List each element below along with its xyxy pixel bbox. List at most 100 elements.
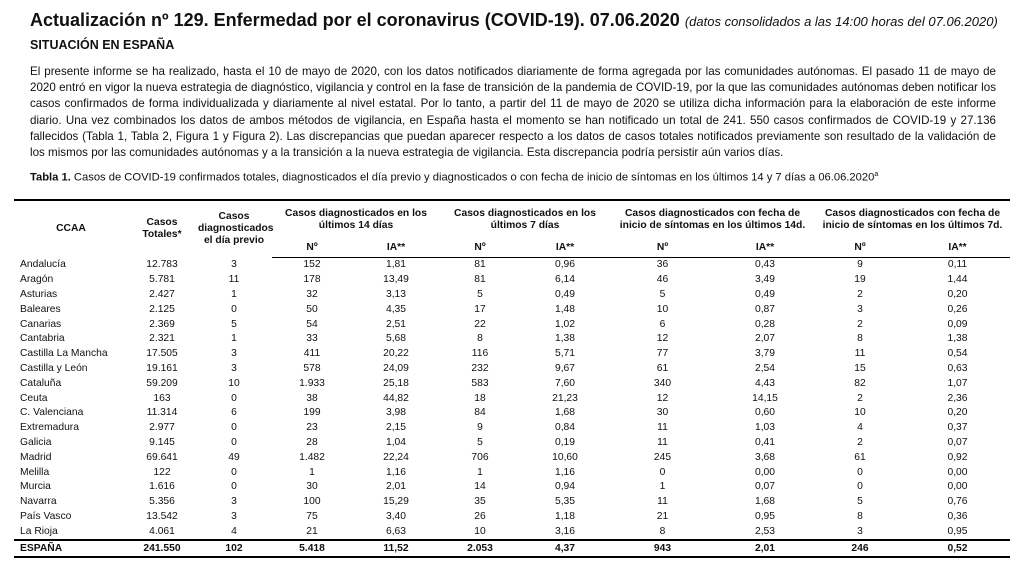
cell: 5 (477, 288, 483, 300)
subheader: Nº (610, 239, 715, 258)
cell: 0,07 (947, 436, 968, 448)
table-row: Melilla 122 0 1 1,16 1 1,16 0 0,00 0 0,00 (14, 465, 1010, 480)
cell: 11 (657, 422, 668, 434)
cell: 0 (231, 436, 237, 448)
region-name: País Vasco (20, 510, 72, 522)
cell: 2,01 (385, 481, 407, 493)
cell: 50 (306, 303, 318, 315)
table-row: Madrid 69.641 49 1.482 22,24 706 10,60 245 3,68 6… (14, 450, 1010, 465)
column-header: Casos diagnosticados el día previo (196, 199, 274, 258)
cell: 6,63 (385, 525, 407, 537)
cell: 12 (656, 333, 669, 345)
cell: 0,84 (554, 422, 576, 434)
cell: 3 (231, 510, 237, 522)
region-name: Murcia (20, 481, 51, 493)
cell: 1,02 (554, 318, 576, 330)
cell: 13.542 (146, 510, 178, 522)
cell: 2.977 (149, 422, 175, 434)
region-name: Extremadura (20, 422, 79, 434)
region-name: Ceuta (20, 392, 48, 404)
cell: 5,71 (554, 348, 576, 360)
table-row: Navarra 5.356 3 100 15,29 35 5,35 11 1,68 5 0,76 (14, 495, 1010, 510)
cell: 0,09 (947, 318, 968, 330)
cell: 6 (659, 318, 666, 330)
cell: 30 (306, 481, 318, 493)
subheader: IA** (520, 239, 610, 258)
cell: 21 (656, 510, 669, 522)
cell: 14 (474, 481, 486, 493)
cell: 10 (474, 525, 486, 537)
table-row: Galicia 9.145 0 28 1,04 5 0,19 11 0,41 2 0,07 (14, 436, 1010, 451)
cell: 2,15 (385, 422, 407, 434)
column-header: CCAA (14, 199, 128, 258)
cell: 1,07 (947, 377, 968, 389)
table-row: Ceuta 163 0 38 44,82 18 21,23 12 14,15 2 2,36 (14, 391, 1010, 406)
cell: 3,98 (385, 407, 407, 419)
subheader: IA** (715, 239, 815, 258)
cell: 1 (309, 466, 315, 478)
cell: 0,49 (554, 288, 576, 300)
caption-sup: a (874, 171, 879, 178)
cell: 10 (854, 407, 866, 419)
cell: 1,68 (554, 407, 576, 419)
cell: 0,96 (554, 259, 576, 271)
cell: 28 (306, 436, 318, 448)
cell: 0 (659, 466, 666, 478)
cell: 10,60 (552, 451, 578, 463)
cell: 5.781 (149, 274, 175, 286)
cell: 4 (857, 422, 863, 434)
table-row: Castilla y León 19.161 3 578 24,09 232 9,67 61 2… (14, 362, 1010, 377)
cell: 61 (656, 362, 669, 374)
cell: 5 (857, 496, 863, 508)
cell: 4 (231, 525, 237, 537)
cell: 1,18 (554, 510, 576, 522)
cell: 3,40 (385, 510, 407, 522)
cell: 9.145 (149, 436, 175, 448)
cell: 11 (228, 274, 240, 286)
cell: 81 (474, 259, 486, 271)
cell: 1.933 (299, 377, 325, 389)
region-name: La Rioja (20, 525, 58, 537)
cell: 46 (656, 274, 669, 286)
cell: 0,00 (947, 466, 968, 478)
total-cell: 246 (815, 539, 905, 558)
total-cell: 102 (196, 539, 272, 558)
cell: 20,22 (383, 348, 409, 360)
cell: 411 (303, 348, 321, 360)
total-cell: 5.418 (272, 539, 352, 558)
cell: 0,00 (754, 466, 776, 478)
cell: 0,11 (947, 259, 968, 271)
cell: 69.641 (146, 451, 178, 463)
cell: 3,49 (754, 274, 776, 286)
cell: 2 (857, 288, 863, 300)
cell: 12.783 (146, 259, 178, 271)
cell: 59.209 (146, 377, 178, 389)
cell: 2 (857, 318, 863, 330)
cell: 1,03 (754, 422, 776, 434)
title-main: Actualización nº 129. Enfermedad por el … (30, 10, 680, 30)
table-row: Aragón 5.781 11 178 13,49 81 6,14 46 3,49 19 1,44 (14, 273, 1010, 288)
table-row: País Vasco 13.542 3 75 3,40 26 1,18 21 0,95 8 0,36 (14, 510, 1010, 525)
total-cell: 4,37 (520, 539, 610, 558)
table-row: Baleares 2.125 0 50 4,35 17 1,48 10 0,87 3 0,26 (14, 302, 1010, 317)
cell: 178 (303, 274, 321, 286)
cell: 0,60 (754, 407, 776, 419)
cell: 7,60 (554, 377, 576, 389)
table: CCAA Casos Totales* Casos diagnosticados e… (14, 199, 1010, 558)
cell: 1,48 (554, 303, 576, 315)
cell: 8 (659, 525, 666, 537)
cell: 2,07 (754, 333, 776, 345)
region-name: Cataluña (20, 377, 62, 389)
total-cell: 2,01 (715, 539, 815, 558)
cell: 49 (228, 451, 240, 463)
region-name: Asturias (20, 288, 58, 300)
group-header: Casos diagnosticados con fecha de inicio… (610, 199, 815, 239)
subtitle: SITUACIÓN EN ESPAÑA (30, 38, 175, 52)
cell: 77 (656, 348, 669, 360)
cell: 38 (306, 392, 318, 404)
cell: 0,19 (554, 436, 576, 448)
cell: 5 (477, 436, 483, 448)
cell: 11 (657, 436, 668, 448)
cell: 8 (477, 333, 483, 345)
cell: 35 (474, 496, 486, 508)
